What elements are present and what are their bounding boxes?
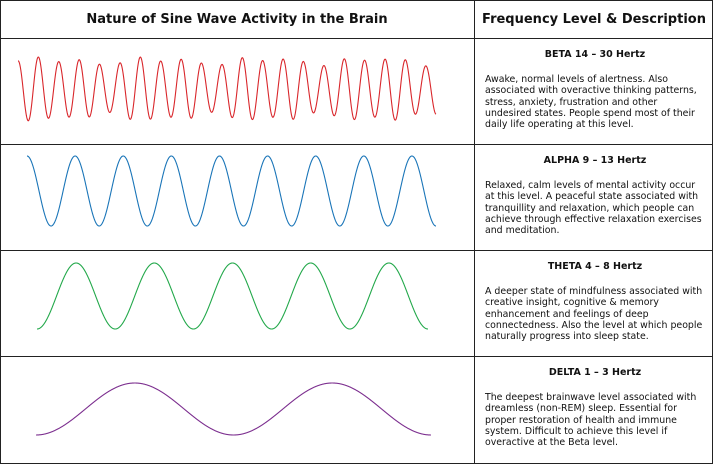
alpha-wave-cell [0,145,474,250]
delta-wave-cell [0,357,474,463]
theta-description: A deeper state of mindfulness associated… [485,286,703,343]
alpha-description: Relaxed, calm levels of mental activity … [485,180,702,237]
header-frequency-description: Frequency Level & Description [482,11,706,27]
delta-wave-line [36,382,431,436]
alpha-wave-line [26,155,437,227]
delta-description: The deepest brainwave level associated w… [485,392,697,449]
beta-description-cell: BETA 14 – 30 Hertz Awake, normal levels … [475,39,713,144]
row-divider [0,250,713,251]
delta-description-cell: DELTA 1 – 3 Hertz The deepest brainwave … [475,357,713,463]
beta-description: Awake, normal levels of alertness. Also … [485,74,697,131]
beta-wave-cell [0,39,474,144]
alpha-description-cell: ALPHA 9 – 13 Hertz Relaxed, calm levels … [475,145,713,250]
theta-wave [36,262,429,330]
beta-title: BETA 14 – 30 Hertz [544,49,646,60]
delta-wave [36,382,431,436]
theta-wave-cell [0,251,474,356]
alpha-wave [26,155,437,227]
beta-wave [17,56,437,122]
delta-title: DELTA 1 – 3 Hertz [548,367,642,378]
beta-wave-line [17,56,437,122]
theta-description-cell: THETA 4 – 8 Hertz A deeper state of mind… [475,251,713,356]
row-divider [0,144,713,145]
theta-title: THETA 4 – 8 Hertz [547,261,643,272]
header-divider [0,38,713,39]
header-wave-activity: Nature of Sine Wave Activity in the Brai… [86,11,388,27]
row-divider [0,356,713,357]
theta-wave-line [36,262,429,330]
column-divider [474,0,475,464]
alpha-title: ALPHA 9 – 13 Hertz [543,155,647,166]
